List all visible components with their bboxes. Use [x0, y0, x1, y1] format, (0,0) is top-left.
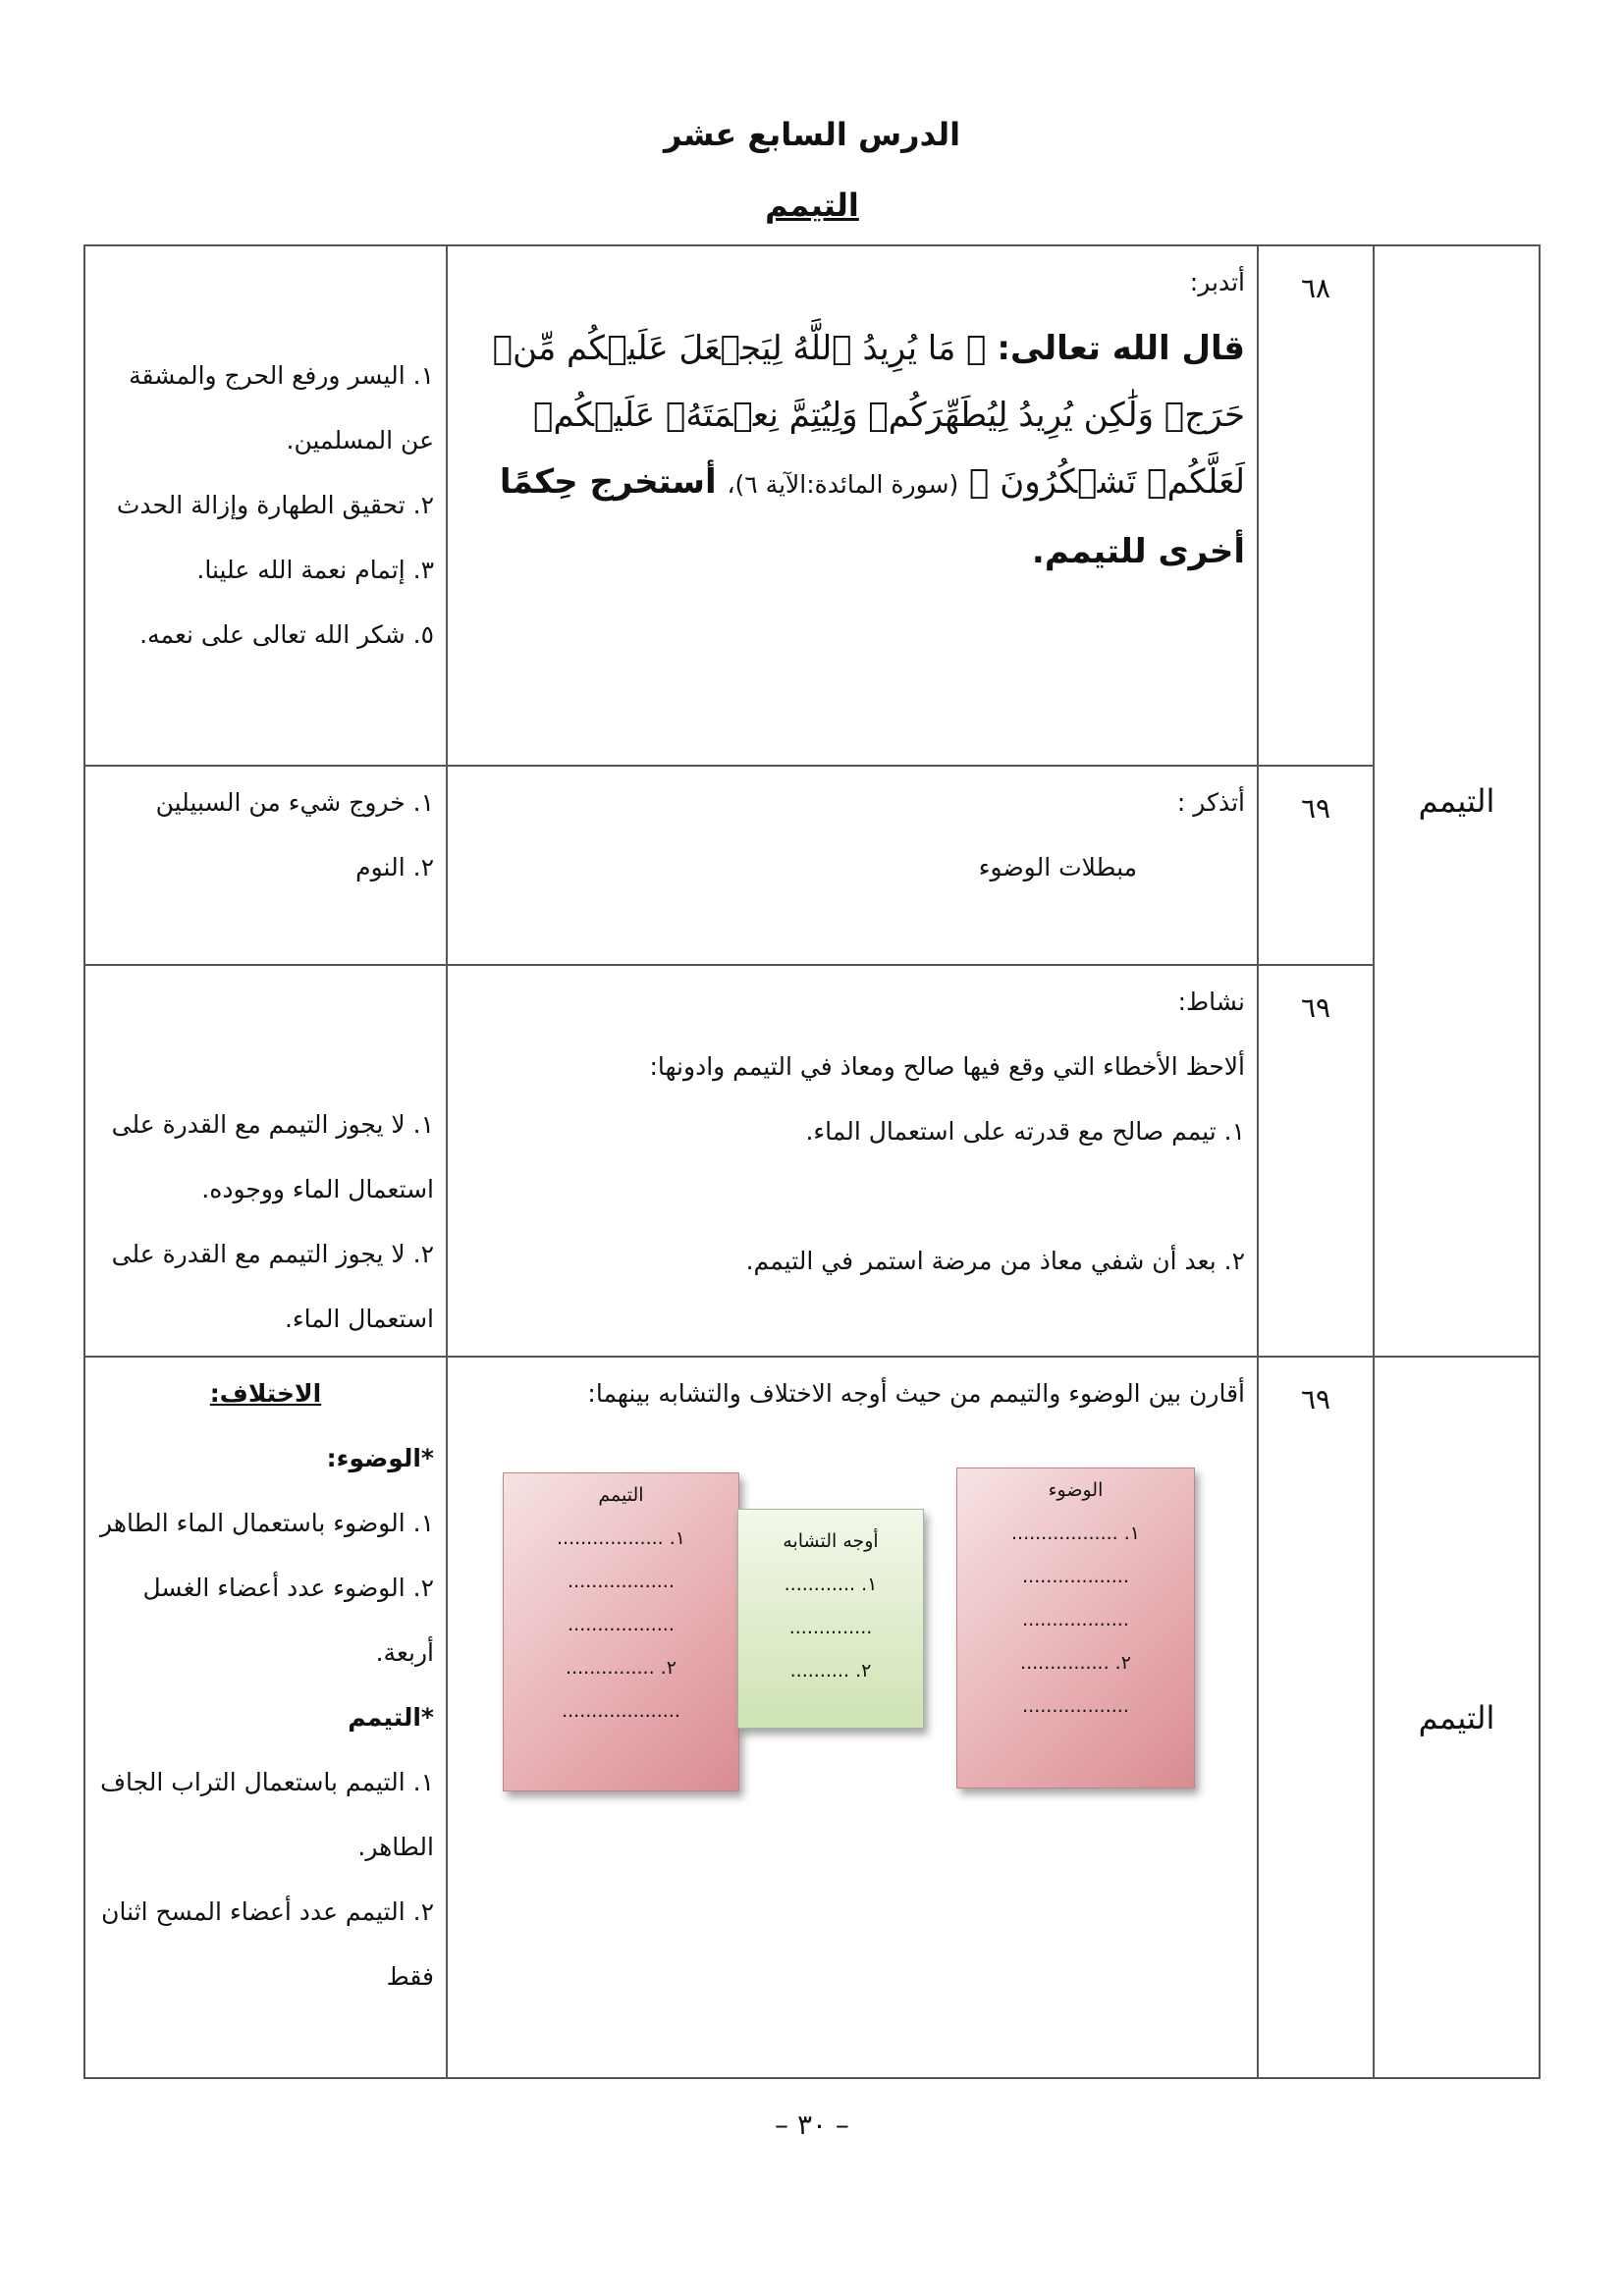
box-title: أوجه التشابه	[783, 1530, 879, 1552]
box-line: ٢. ...............	[1020, 1652, 1131, 1674]
box-line: ..................	[568, 1571, 675, 1592]
topic: التيمم	[1373, 244, 1541, 1358]
content: أتدبر: قال الله تعالى: ﴿ مَا يُرِيدُ ٱلل…	[446, 244, 1259, 767]
box-line: ..................	[1022, 1609, 1129, 1630]
content: أتذكر : مبطلات الوضوء	[446, 765, 1259, 966]
answer: ١. الوضوء باستعمال الماء الطاهر	[100, 1509, 434, 1537]
content: نشاط: ألاحظ الأخطاء التي وقع فيها صالح و…	[446, 964, 1259, 1358]
comparison-diagram: الوضوء ١. .................. ...........…	[460, 1446, 1245, 1858]
box-line: ١. ..................	[556, 1527, 685, 1549]
answer: ١. اليسر ورفع الحرج والمشقة عن المسلمين.	[129, 361, 434, 454]
prompt: أقارن بين الوضوء والتيمم من حيث أوجه الا…	[587, 1379, 1245, 1408]
answers: ١. لا يجوز التيمم مع القدرة على استعمال …	[83, 964, 448, 1358]
wudu-box: الوضوء ١. .................. ...........…	[956, 1468, 1195, 1789]
row: التيمم ٦٩ أقارن بين الوضوء والتيمم من حي…	[83, 1356, 1541, 2079]
page-number: – ٣٠ –	[775, 2109, 849, 2141]
answers: ١. خروج شيء من السبيلين ٢. النوم	[83, 765, 448, 966]
box-line: ٢. ..........	[789, 1660, 872, 1682]
lesson-subtitle: التيمم	[765, 187, 859, 224]
item: ألاحظ الأخطاء التي وقع فيها صالح ومعاذ ف…	[649, 1052, 1245, 1081]
prompt: نشاط:	[1177, 988, 1245, 1016]
similar-box: أوجه التشابه ١. ............ ...........…	[737, 1509, 924, 1729]
prompt: أتدبر:	[1189, 268, 1245, 296]
item: مبطلات الوضوء	[978, 853, 1137, 881]
answer-label: *التيمم	[348, 1703, 434, 1732]
box-line: ....................	[562, 1700, 680, 1722]
lesson-title: الدرس السابع عشر	[663, 116, 961, 153]
row: ٦٩ أتذكر : مبطلات الوضوء ١. خروج شيء من …	[83, 765, 1540, 966]
box-title: الوضوء	[1048, 1479, 1104, 1501]
item: ٢. بعد أن شفي معاذ من مرضة استمر في التي…	[745, 1247, 1245, 1275]
verse-block: قال الله تعالى: ﴿ مَا يُرِيدُ ٱللَّهُ لِ…	[460, 315, 1245, 585]
topic: التيمم	[1373, 1356, 1541, 2079]
page-ref: ٦٩	[1257, 1356, 1375, 2079]
tayammum-box: التيمم ١. .................. ...........…	[503, 1472, 739, 1791]
row: التيمم ٦٨ أتدبر: قال الله تعالى: ﴿ مَا ي…	[83, 244, 1541, 1358]
box-line: ..................	[568, 1614, 675, 1635]
box-line: ١. ............	[784, 1574, 878, 1595]
intro: قال الله تعالى:	[997, 329, 1245, 368]
answer: ١. لا يجوز التيمم مع القدرة على استعمال …	[111, 1110, 434, 1203]
lesson-table: التيمم ٦٨ أتدبر: قال الله تعالى: ﴿ مَا ي…	[83, 244, 1541, 2079]
verse: ﴿ مَا يُرِيدُ ٱللَّهُ لِيَجۡعَلَ عَلَيۡك…	[492, 329, 1245, 502]
box-line: ٢. ...............	[566, 1657, 677, 1679]
answer: ٢. الوضوء عدد أعضاء الغسل أربعة.	[142, 1574, 435, 1667]
citation: (سورة المائدة:الآية ٦)،	[727, 470, 959, 499]
answer: ٢. التيمم عدد أعضاء المسح اثنان فقط	[101, 1897, 434, 1991]
box-line: ..................	[1022, 1695, 1129, 1717]
answers: ١. اليسر ورفع الحرج والمشقة عن المسلمين.…	[83, 244, 448, 767]
box-line: ١. ..................	[1010, 1522, 1140, 1544]
answer: ٢. تحقيق الطهارة وإزالة الحدث	[116, 491, 434, 519]
answer: ٢. النوم	[355, 853, 434, 881]
answer: ١. خروج شيء من السبيلين	[155, 788, 434, 817]
box-line: ..............	[788, 1617, 873, 1638]
row: ٦٩ نشاط: ألاحظ الأخطاء التي وقع فيها صال…	[83, 964, 1540, 1358]
box-line: ..................	[1022, 1566, 1129, 1587]
content: أقارن بين الوضوء والتيمم من حيث أوجه الا…	[446, 1356, 1259, 2079]
prompt: أتذكر :	[1176, 788, 1245, 817]
answer: ١. التيمم باستعمال التراب الجاف الطاهر.	[100, 1768, 434, 1861]
box-title: التيمم	[598, 1484, 644, 1506]
page-ref: ٦٨	[1257, 244, 1375, 767]
answer-heading: الاختلاف:	[209, 1379, 322, 1408]
task: أستخرج حِكمًا أخرى للتيمم.	[499, 462, 1245, 571]
page-ref: ٦٩	[1257, 765, 1375, 966]
page-ref: ٦٩	[1257, 964, 1375, 1358]
answer: ٢. لا يجوز التيمم مع القدرة على استعمال …	[111, 1240, 434, 1333]
item: ١. تيمم صالح مع قدرته على استعمال الماء.	[805, 1117, 1245, 1146]
answer-label: *الوضوء:	[326, 1444, 434, 1472]
answers: الاختلاف: *الوضوء: ١. الوضوء باستعمال ال…	[83, 1356, 448, 2079]
answer: ٣. إتمام نعمة الله علينا.	[196, 556, 434, 584]
answer: ٥. شكر الله تعالى على نعمه.	[139, 620, 434, 649]
